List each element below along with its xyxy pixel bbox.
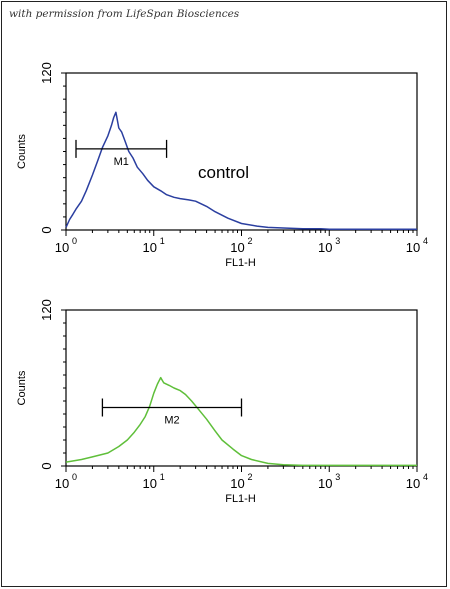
y-tick-label: 120 <box>39 62 54 84</box>
y-tick-label: 120 <box>39 299 54 321</box>
x-tick-exponent: 4 <box>423 236 428 246</box>
x-tick-label: 10 <box>318 240 332 255</box>
x-tick-label: 10 <box>55 240 69 255</box>
x-tick-label: 10 <box>318 476 332 491</box>
plot-frame-1 <box>65 72 418 231</box>
x-axis-title: FL1-H <box>225 493 256 505</box>
histogram-curve-2 <box>65 376 417 467</box>
x-tick-exponent: 1 <box>160 236 165 246</box>
histogram-curve-1 <box>65 111 417 231</box>
y-tick-label: 0 <box>39 226 54 233</box>
y-tick-label: 0 <box>39 462 54 469</box>
x-axis-title: FL1-H <box>225 257 256 269</box>
x-tick-exponent: 0 <box>72 236 77 246</box>
y-axis-title: Counts <box>16 134 28 169</box>
gate-marker-label: M1 <box>114 156 129 168</box>
x-tick-label: 10 <box>143 240 157 255</box>
y-axis-title: Counts <box>16 370 28 405</box>
x-tick-label: 10 <box>406 240 420 255</box>
x-tick-label: 10 <box>230 476 244 491</box>
x-tick-exponent: 2 <box>248 472 253 482</box>
x-tick-label: 10 <box>143 476 157 491</box>
x-tick-label: 10 <box>230 240 244 255</box>
x-tick-label: 10 <box>55 476 69 491</box>
x-tick-exponent: 1 <box>160 472 165 482</box>
plot-frame-2 <box>65 309 418 467</box>
x-tick-exponent: 3 <box>335 472 340 482</box>
credit-text: with permission from LifeSpan Bioscience… <box>9 8 240 20</box>
gate-marker-label: M2 <box>164 415 179 427</box>
x-tick-label: 10 <box>406 476 420 491</box>
x-tick-exponent: 4 <box>423 472 428 482</box>
annotation-label: control <box>198 163 249 182</box>
x-tick-exponent: 2 <box>248 236 253 246</box>
x-tick-exponent: 0 <box>72 472 77 482</box>
x-tick-exponent: 3 <box>335 236 340 246</box>
